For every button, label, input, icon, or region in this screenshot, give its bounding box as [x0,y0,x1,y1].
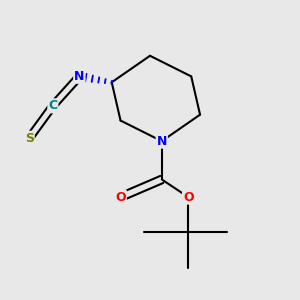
Text: O: O [115,190,126,204]
Text: O: O [183,190,194,204]
Text: S: S [25,132,34,145]
Text: N: N [157,135,167,148]
Text: C: C [48,99,57,112]
Text: N: N [74,70,85,83]
